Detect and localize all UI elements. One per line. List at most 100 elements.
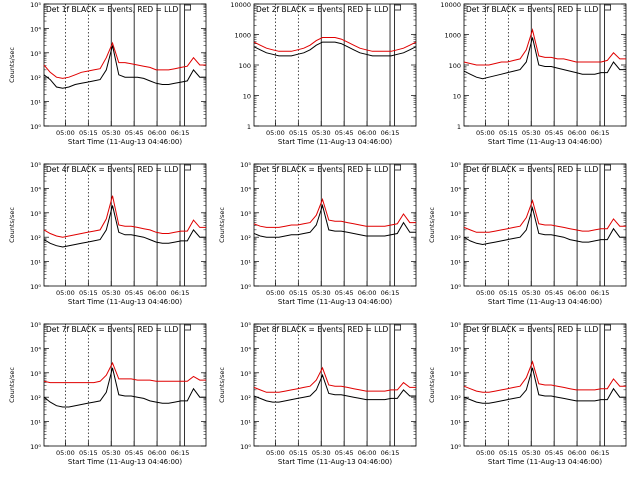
marker-flag [184,324,191,331]
marker-flag [604,4,611,11]
y-tick-label: 10³ [30,370,41,378]
events-series-line [463,367,626,404]
y-tick-label: 10² [240,234,251,242]
x-tick-label: 06:00 [568,449,587,457]
x-tick-label: 06:00 [148,449,167,457]
x-tick-label: 06:00 [358,129,377,137]
panel-7: Det 7f BLACK = Events, RED = LLD 10⁰ 10¹ 10… [8,321,207,466]
x-tick-label: 05:00 [266,289,285,297]
x-tick-label: 05:45 [125,129,144,137]
y-axis-label: Counts/sec [8,207,16,243]
x-tick-label: 05:00 [476,129,495,137]
x-tick-label: 05:45 [335,289,354,297]
y-tick-label: 10⁴ [240,345,251,353]
y-tick-label: 10⁵ [240,321,251,329]
y-axis-label: Counts/sec [218,367,226,403]
y-tick-label: 10¹ [30,259,41,267]
y-tick-label: 10³ [30,50,41,58]
x-tick-label: 05:30 [522,129,541,137]
marker-flag [184,4,191,11]
y-tick-label: 10⁴ [240,185,251,193]
x-tick-label: 05:00 [476,289,495,297]
x-tick-label: 06:00 [148,129,167,137]
y-tick-label: 10⁰ [30,123,41,131]
x-axis-label: Start Time (11-Aug-13 04:46:00) [488,138,602,146]
x-axis-label: Start Time (11-Aug-13 04:46:00) [68,138,182,146]
plot-frame [253,163,417,287]
x-tick-label: 05:15 [499,449,518,457]
y-tick-label: 10³ [450,370,461,378]
y-tick-label: 10³ [240,370,251,378]
lld-series-line [253,197,416,228]
y-tick-label: 1000 [444,32,461,40]
panel-2: Det 2f BLACK = Events, RED = LLD 1 10 100 10… [230,1,417,146]
y-tick-label: 10³ [240,210,251,218]
y-tick-label: 10⁰ [450,283,461,291]
x-tick-label: 05:15 [79,289,98,297]
y-tick-label: 10⁰ [450,443,461,451]
x-tick-label: 05:15 [289,289,308,297]
x-tick-label: 05:45 [545,449,564,457]
x-tick-label: 06:15 [171,289,190,297]
x-tick-label: 05:30 [522,289,541,297]
lld-series-line [43,41,206,79]
x-tick-label: 06:15 [591,289,610,297]
x-tick-label: 06:15 [171,129,190,137]
panel-6: Det 6f BLACK = Events, RED = LLD 10⁰ 10¹ 10… [428,161,627,306]
y-axis-label: Counts/sec [218,207,226,243]
y-tick-label: 10⁵ [450,321,461,329]
x-axis-label: Start Time (11-Aug-13 04:46:00) [278,298,392,306]
x-tick-label: 05:45 [545,129,564,137]
y-tick-label: 10⁰ [240,283,251,291]
plot-frame [253,3,417,127]
y-tick-label: 10⁵ [240,161,251,169]
panel-title: Det 1f BLACK = Events, RED = LLD [46,5,179,14]
x-tick-label: 05:30 [312,129,331,137]
y-tick-label: 10⁵ [30,1,41,9]
x-tick-label: 05:30 [312,449,331,457]
y-tick-label: 10³ [30,210,41,218]
x-tick-label: 05:00 [56,129,75,137]
panel-title: Det 4f BLACK = Events, RED = LLD [46,165,179,174]
x-tick-label: 05:45 [335,449,354,457]
y-tick-label: 10⁴ [30,345,41,353]
events-series-line [43,45,206,89]
x-axis-label: Start Time (11-Aug-13 04:46:00) [278,138,392,146]
x-tick-label: 05:15 [499,129,518,137]
x-axis-label: Start Time (11-Aug-13 04:46:00) [488,298,602,306]
y-tick-label: 1 [247,123,251,131]
marker-flag [604,324,611,331]
events-series-line [43,367,206,408]
x-tick-label: 06:15 [381,129,400,137]
x-tick-label: 06:00 [568,289,587,297]
y-tick-label: 10000 [230,1,251,9]
lld-series-line [43,195,206,238]
y-axis-label: Counts/sec [8,367,16,403]
x-tick-label: 05:00 [56,449,75,457]
y-tick-label: 100 [239,62,251,70]
marker-flag [394,4,401,11]
y-tick-label: 10⁵ [30,321,41,329]
x-tick-label: 05:45 [125,289,144,297]
x-tick-label: 05:15 [79,129,98,137]
plot-frame [43,323,207,447]
lld-series-line [253,366,416,393]
x-tick-label: 05:45 [545,289,564,297]
y-tick-label: 10² [30,234,41,242]
y-tick-label: 10 [453,93,461,101]
panel-5: Det 5f BLACK = Events, RED = LLD 10⁰ 10¹ 10… [218,161,417,306]
panel-4: Det 4f BLACK = Events, RED = LLD 10⁰ 10¹ 10… [8,161,207,306]
x-tick-label: 06:00 [568,129,587,137]
x-tick-label: 05:15 [79,449,98,457]
events-series-line [253,41,417,57]
y-tick-label: 10⁰ [30,283,41,291]
x-tick-label: 06:15 [591,449,610,457]
y-tick-label: 10 [243,93,251,101]
x-tick-label: 05:45 [335,129,354,137]
y-tick-label: 10² [450,394,461,402]
y-tick-label: 10³ [450,210,461,218]
y-axis-label: Counts/sec [8,47,16,83]
y-tick-label: 10⁰ [30,443,41,451]
x-tick-label: 06:15 [381,449,400,457]
